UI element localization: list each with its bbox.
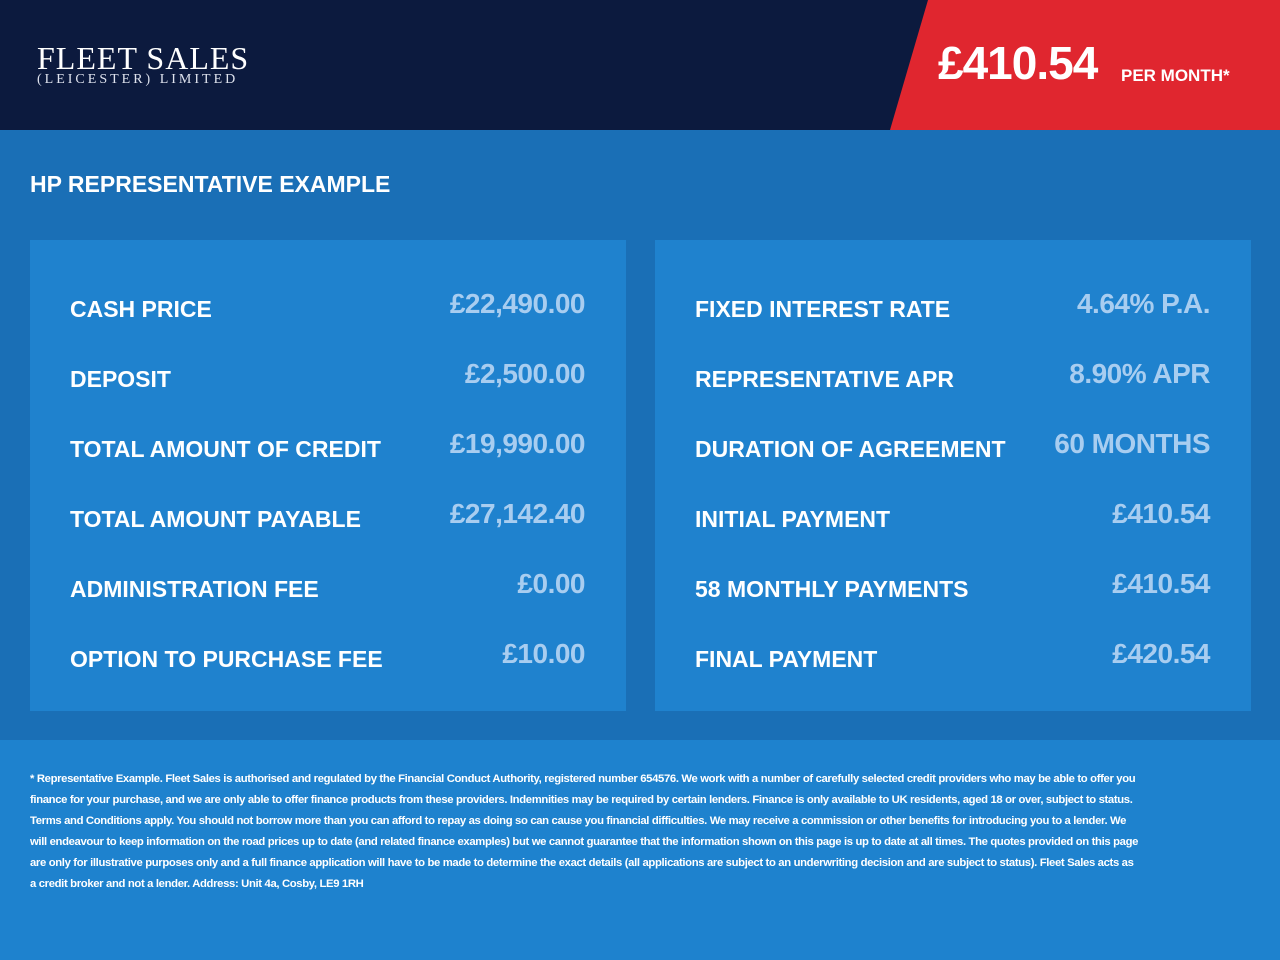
row-value: £19,990.00 <box>449 428 586 459</box>
finance-row: FIXED INTEREST RATE 4.64% P.A. <box>695 288 1211 328</box>
footer: * Representative Example. Fleet Sales is… <box>0 740 1280 960</box>
price-suffix: PER MONTH* <box>1121 66 1230 85</box>
finance-row: OPTION TO PURCHASE FEE £10.00 <box>70 638 585 678</box>
row-label: REPRESENTATIVE APR <box>695 366 954 392</box>
finance-row: TOTAL AMOUNT PAYABLE £27,142.40 <box>70 498 586 538</box>
finance-row: 58 MONTHLY PAYMENTS £410.54 <box>695 568 1210 608</box>
finance-row: ADMINISTRATION FEE £0.00 <box>70 568 585 608</box>
row-label: DEPOSIT <box>70 366 171 392</box>
row-value: £27,142.40 <box>449 498 586 529</box>
logo-title: FLEET SALES <box>37 40 250 76</box>
finance-row: INITIAL PAYMENT £410.54 <box>695 498 1210 538</box>
logo-subtitle: (LEICESTER) LIMITED <box>37 72 239 87</box>
monthly-price: £410.54 <box>938 37 1098 89</box>
finance-panel: FIXED INTEREST RATE 4.64% P.A. REPRESENTAT… <box>655 240 1251 711</box>
section-title: HP REPRESENTATIVE EXAMPLE <box>30 171 391 197</box>
finance-row: FINAL PAYMENT £420.54 <box>695 638 1210 678</box>
price-badge-bg <box>890 0 1280 130</box>
row-label: TOTAL AMOUNT OF CREDIT <box>70 436 381 462</box>
row-value: £10.00 <box>502 638 585 669</box>
row-value: 4.64% P.A. <box>1076 288 1211 319</box>
row-value: £2,500.00 <box>464 358 586 389</box>
row-label: CASH PRICE <box>70 296 212 322</box>
row-value: £22,490.00 <box>449 288 586 319</box>
row-value: 8.90% APR <box>1069 358 1210 389</box>
row-value: 60 MONTHS <box>1054 428 1210 459</box>
row-value: £410.54 <box>1112 498 1210 529</box>
finance-row: CASH PRICE £22,490.00 <box>70 288 586 328</box>
finance-row: DURATION OF AGREEMENT 60 MONTHS <box>695 428 1210 468</box>
row-value: £420.54 <box>1112 638 1210 669</box>
row-label: FIXED INTEREST RATE <box>695 296 951 322</box>
row-label: TOTAL AMOUNT PAYABLE <box>70 506 361 532</box>
header: FLEET SALES (LEICESTER) LIMITED £410.54 … <box>0 0 1280 130</box>
row-label: OPTION TO PURCHASE FEE <box>70 646 383 672</box>
finance-panel: CASH PRICE £22,490.00 DEPOSIT £2,500.00 TOTA… <box>30 240 626 711</box>
row-label: FINAL PAYMENT <box>695 646 878 672</box>
row-label: INITIAL PAYMENT <box>695 506 891 532</box>
finance-row: REPRESENTATIVE APR 8.90% APR <box>695 358 1210 398</box>
finance-row: TOTAL AMOUNT OF CREDIT £19,990.00 <box>70 428 586 468</box>
row-label: ADMINISTRATION FEE <box>70 576 319 602</box>
row-value: £410.54 <box>1112 568 1210 599</box>
finance-row: DEPOSIT £2,500.00 <box>70 358 586 398</box>
row-label: DURATION OF AGREEMENT <box>695 436 1006 462</box>
row-label: 58 MONTHLY PAYMENTS <box>695 576 969 602</box>
disclaimer: * Representative Example. Fleet Sales is… <box>30 773 1139 890</box>
row-value: £0.00 <box>517 568 585 599</box>
